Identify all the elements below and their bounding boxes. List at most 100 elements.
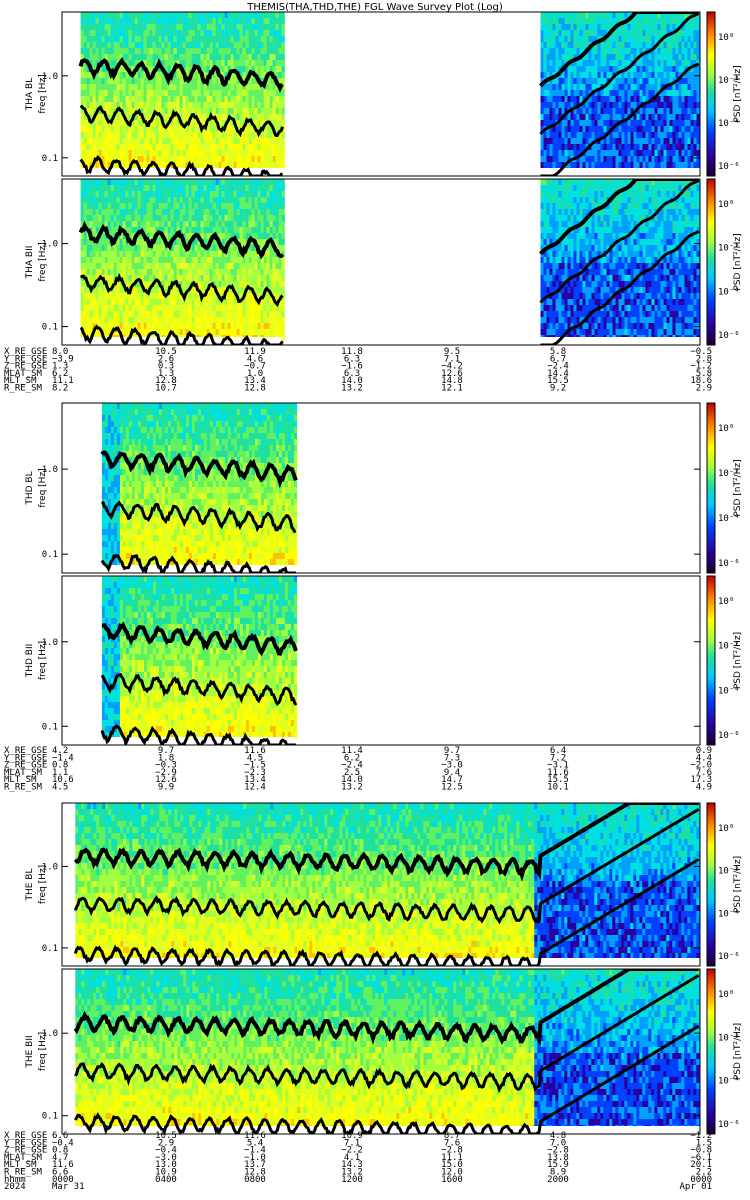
ephemeris-value: 13.8 — [547, 1153, 569, 1163]
colorbar-tick: 10⁻⁴ — [718, 287, 740, 297]
ephemeris-value: 20.1 — [690, 1160, 712, 1170]
ephemeris-label: Y_RE_GSE — [4, 753, 47, 763]
ephemeris-value: −2.9 — [155, 768, 177, 778]
colorbar: 10⁰ 10⁻² 10⁻⁴ 10⁻⁶ PSD [nT²/Hz] — [706, 802, 743, 967]
panel-frame — [61, 968, 701, 1135]
ephemeris-value: 2000 — [547, 1175, 569, 1185]
colorbar-label: PSD [nT²/Hz] — [733, 1023, 743, 1080]
ephemeris-value: 11.6 — [244, 746, 266, 756]
ephemeris-value: 17.3 — [690, 775, 712, 785]
ephemeris-value: 11.1 — [52, 376, 74, 386]
colorbar-tick: 10⁻⁶ — [718, 331, 740, 341]
ephemeris-value: 9.2 — [550, 384, 566, 394]
ephemeris-value: 14.8 — [441, 376, 463, 386]
ephemeris-value: 13.7 — [244, 1160, 266, 1170]
ephemeris-value: 6.2 — [52, 369, 68, 379]
ephemeris-value: 7.6 — [444, 1138, 460, 1148]
ephemeris-value: −3.0 — [441, 761, 463, 771]
ephemeris-label: MLT_SM — [4, 775, 37, 785]
ephemeris-label: MLAT_SM — [4, 768, 43, 778]
ephemeris-value: 5.8 — [550, 347, 566, 357]
ephemeris-value: 7.2 — [550, 753, 566, 763]
colorbar-tick: 10⁻² — [718, 244, 740, 254]
colorbar-tick: 10⁻⁶ — [718, 731, 740, 741]
ephemeris-value: 10.1 — [547, 783, 569, 793]
ephemeris-value: 12.8 — [155, 376, 177, 386]
chart-title: THEMIS(THA,THD,THE) FGL Wave Survey Plot… — [246, 2, 503, 13]
ephemeris-value: 10.9 — [341, 1131, 363, 1141]
ephemeris-value: 13.2 — [341, 1168, 363, 1178]
panel-frame — [61, 575, 701, 746]
panel-the-bii: 1.0 0.1 THE BII freq [Hz] 10⁰ 10⁻² 10⁻⁴ 10⁻⁶ PSD… — [25, 968, 743, 1135]
ytick-label: 1.0 — [42, 638, 58, 648]
colorbar-tick: 10⁻² — [718, 867, 740, 877]
ephemeris-value: 4.2 — [52, 746, 68, 756]
panel-thd-bii: 1.0 0.1 THD BII freq [Hz] 10⁰ 10⁻² 10⁻⁴ 10⁻⁶ PSD… — [25, 575, 743, 746]
ephemeris-value: 12.4 — [244, 783, 266, 793]
ephemeris-value: 9.5 — [444, 347, 460, 357]
colorbar-tick: 10⁻⁶ — [718, 1120, 740, 1130]
ephemeris-label: MLAT_SM — [4, 369, 43, 379]
ephemeris-value: 4.1 — [344, 1153, 360, 1163]
yunits: freq [Hz] — [38, 865, 48, 904]
heatmap-cells — [73, 803, 700, 966]
ytick-label: 0.1 — [42, 722, 58, 732]
ephemeris-value: −3.1 — [547, 761, 569, 771]
ephemeris-label: Y_RE_GSE — [4, 1138, 47, 1148]
ephemeris-value: 5.4 — [247, 1138, 263, 1148]
ephemeris-value: 15.5 — [547, 775, 569, 785]
ephemeris-value: 14.4 — [547, 369, 569, 379]
ephemeris-value: 0.8 — [52, 1146, 68, 1156]
ephemeris-value: −2.8 — [547, 1146, 569, 1156]
ephemeris-value: 12.0 — [441, 1168, 463, 1178]
ephemeris-value: 2.2 — [696, 1168, 712, 1178]
ephemeris-value: 8.7 — [444, 1131, 460, 1141]
ephemeris-value: 10.5 — [155, 347, 177, 357]
ephemeris-label: X_RE_GSE — [4, 1131, 47, 1141]
ephemeris-value: −3.0 — [155, 1153, 177, 1163]
ephemeris-value: 8.2 — [52, 384, 68, 394]
ephemeris-value: 7.6 — [696, 768, 712, 778]
ephemeris-value: 12.1 — [441, 384, 463, 394]
ephemeris-value: 0400 — [155, 1175, 177, 1185]
ephemeris-label: R_RE_SM — [4, 783, 43, 793]
ephemeris-value: 0000 — [52, 1175, 74, 1185]
ephemeris-value: 15.0 — [441, 1160, 463, 1170]
ephemeris-block: X_RE_GSEY_RE_GSEZ_RE_GSEMLAT_SMMLT_SMR_R… — [4, 347, 712, 394]
yunits: freq [Hz] — [38, 242, 48, 281]
ytick-label: 1.0 — [42, 465, 58, 475]
ephemeris-block: X_RE_GSEY_RE_GSEZ_RE_GSEMLAT_SMMLT_SMR_R… — [4, 746, 712, 793]
colorbar: 10⁰ 10⁻² 10⁻⁴ 10⁻⁶ PSD [nT²/Hz] — [706, 575, 743, 746]
yunits: freq [Hz] — [38, 1032, 48, 1071]
ephemeris-value: −2.0 — [690, 761, 712, 771]
ephemeris-value: 13.0 — [155, 1160, 177, 1170]
ephemeris-value: −0.8 — [690, 1146, 712, 1156]
ephemeris-value: 7.1 — [444, 354, 460, 364]
ephemeris-value: 6.6 — [52, 1168, 68, 1178]
colorbar-tick: 10⁻² — [718, 469, 740, 479]
panel-thd-bl: 1.0 0.1 THD BL freq [Hz] 10⁰ 10⁻² 10⁻⁴ 10⁻⁶ PSD … — [25, 402, 743, 574]
colorbar-tick: 10⁻⁴ — [718, 1077, 740, 1087]
ephemeris-value: 9.4 — [444, 768, 460, 778]
ephemeris-value: −1.4 — [52, 753, 74, 763]
ephemeris-value: 1.3 — [158, 369, 174, 379]
ytick-label: 1.0 — [42, 862, 58, 872]
ephemeris-value: 2.9 — [696, 384, 712, 394]
ephemeris-label: 2024 — [4, 1182, 26, 1192]
ephemeris-value: −4.2 — [441, 362, 463, 372]
ephemeris-value: −6.1 — [690, 1153, 712, 1163]
ephemeris-value: 11.4 — [341, 746, 363, 756]
ephemeris-value: 12.5 — [441, 783, 463, 793]
colorbar-tick: 10⁰ — [718, 597, 734, 607]
ephemeris-value: 12.8 — [244, 1168, 266, 1178]
heatmap-cells — [78, 12, 700, 176]
ytick-label: 0.1 — [42, 1112, 58, 1122]
ephemeris-value: 1600 — [441, 1175, 463, 1185]
ephemeris-value: Apr 01 — [679, 1182, 712, 1192]
ephemeris-value: −0.5 — [690, 347, 712, 357]
colorbar-tick: 10⁰ — [718, 33, 734, 43]
ephemeris-value: 10.6 — [52, 775, 74, 785]
ylabel: THA BII — [25, 246, 35, 280]
ephemeris-value: 1.3 — [52, 362, 68, 372]
ephemeris-value: 9.7 — [444, 746, 460, 756]
